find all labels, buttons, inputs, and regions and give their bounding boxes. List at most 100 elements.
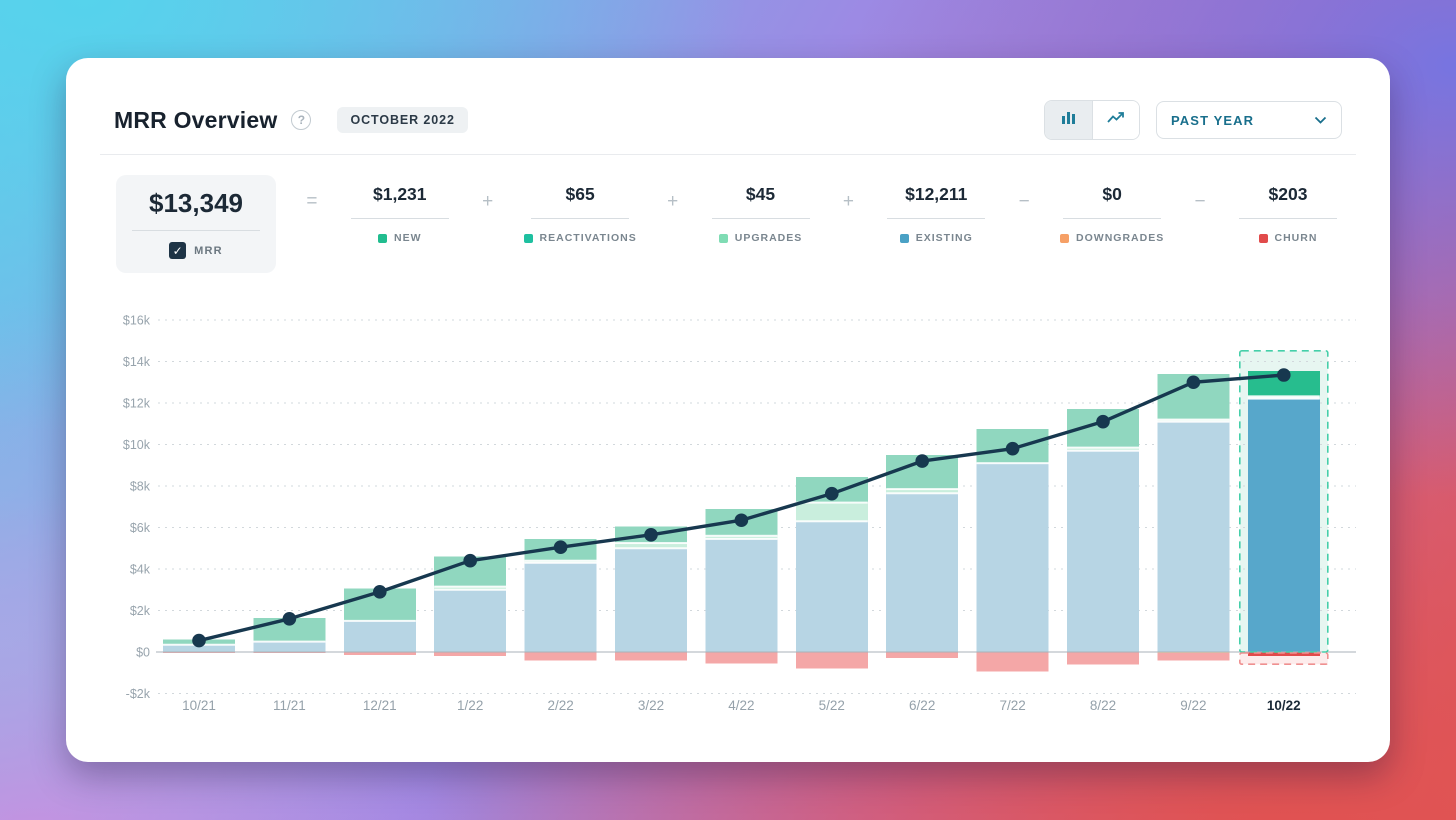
mrr-point-2/22[interactable] — [553, 540, 568, 555]
bar-segment-churn[interactable] — [976, 652, 1049, 672]
bar-segment-existing[interactable] — [434, 589, 507, 652]
metric-new-value: $1,231 — [373, 184, 427, 204]
bar-segment-existing[interactable] — [163, 644, 235, 652]
metric-upgrades-label: UPGRADES — [734, 232, 803, 244]
bar-view-button[interactable] — [1045, 101, 1092, 139]
mrr-point-8/22[interactable] — [1096, 414, 1110, 429]
mrr-point-7/22[interactable] — [1005, 441, 1020, 456]
bar-segment-existing[interactable] — [343, 620, 416, 652]
x-tick-label: 5/22 — [819, 698, 845, 713]
underline — [711, 218, 810, 219]
mrr-point-10/22[interactable] — [1277, 368, 1291, 382]
segment-separator — [1247, 395, 1320, 398]
x-tick-label: 9/22 — [1180, 698, 1206, 713]
segment-separator — [615, 542, 687, 545]
x-tick-label: 8/22 — [1090, 698, 1116, 713]
segment-separator — [705, 537, 778, 540]
mrr-point-6/22[interactable] — [915, 454, 929, 468]
metric-churn[interactable]: $203 CHURN — [1236, 184, 1340, 244]
bar-segment-churn[interactable] — [434, 652, 507, 657]
metric-existing-value: $12,211 — [905, 184, 968, 204]
x-tick-label: 3/22 — [638, 698, 664, 713]
bar-segment-churn[interactable] — [1067, 652, 1139, 665]
bar-segment-upgrades[interactable] — [1157, 419, 1230, 422]
current-month-churn-highlight — [1239, 653, 1328, 665]
metric-reactivations[interactable]: $65 REACTIVATIONS — [523, 184, 637, 244]
segment-separator — [524, 559, 597, 562]
bar-segment-existing[interactable] — [976, 463, 1049, 652]
y-tick-label: $2k — [130, 604, 151, 618]
help-icon[interactable]: ? — [291, 110, 312, 130]
page-title: MRR Overview — [114, 106, 278, 133]
metric-downgrades-value: $0 — [1102, 184, 1122, 204]
bar-segment-churn[interactable] — [343, 652, 416, 656]
plus-sign: + — [482, 191, 494, 212]
y-tick-label: $12k — [123, 397, 151, 411]
underline — [1238, 218, 1337, 219]
header: MRR Overview ? OCTOBER 2022 — [66, 58, 1390, 140]
line-chart-icon — [1106, 111, 1126, 130]
bar-segment-upgrades[interactable] — [795, 502, 868, 522]
chart-view-toggle — [1044, 100, 1140, 140]
bar-segment-upgrades[interactable] — [886, 489, 959, 494]
mrr-point-9/22[interactable] — [1186, 375, 1201, 390]
bar-segment-churn[interactable] — [705, 652, 778, 664]
date-range-select[interactable]: PAST YEAR — [1156, 101, 1342, 139]
bar-segment-existing[interactable] — [886, 493, 959, 652]
segment-separator — [1157, 420, 1230, 423]
bar-segment-churn[interactable] — [1247, 652, 1320, 657]
mrr-chart[interactable]: $16k $14k $12k $10k $8k $6k $4k $2k $0 -$2k 10/21 1… — [100, 306, 1356, 726]
x-tick-label: 1/22 — [457, 698, 483, 713]
bar-segment-churn[interactable] — [886, 652, 959, 659]
bar-segment-upgrades[interactable] — [705, 535, 778, 539]
y-tick-label: $10k — [123, 438, 151, 452]
bar-chart-icon — [1060, 110, 1078, 131]
metric-existing[interactable]: $12,211 EXISTING — [884, 184, 988, 244]
bar-segment-existing[interactable] — [705, 538, 778, 652]
bar-segment-churn[interactable] — [795, 652, 868, 669]
underline — [887, 218, 986, 219]
mrr-point-1/22[interactable] — [463, 553, 478, 568]
mrr-point-5/22[interactable] — [825, 486, 839, 501]
y-tick-label: $0 — [136, 646, 150, 660]
bar-segment-upgrades[interactable] — [1067, 447, 1139, 451]
line-view-button[interactable] — [1092, 101, 1139, 139]
metric-new[interactable]: $1,231 NEW — [348, 184, 452, 244]
bar-segment-upgrades[interactable] — [434, 586, 507, 590]
metric-new-label: NEW — [394, 232, 422, 244]
segment-separator — [434, 588, 507, 591]
bar-segment-existing[interactable] — [615, 548, 687, 652]
new-legend-swatch — [378, 233, 388, 243]
metric-upgrades[interactable]: $45 UPGRADES — [709, 184, 813, 244]
header-divider — [100, 154, 1356, 155]
metric-churn-label: CHURN — [1274, 232, 1318, 244]
mrr-point-10/21[interactable] — [192, 633, 206, 648]
bar-segment-existing[interactable] — [1247, 398, 1320, 652]
mrr-equation: $13,349 ✓ MRR = $1,231 NEW + $65 REACTIV… — [116, 175, 1340, 273]
bar-segment-churn[interactable] — [524, 652, 597, 661]
mrr-checkbox[interactable]: ✓ — [169, 242, 187, 259]
reactivations-legend-swatch — [523, 233, 533, 243]
x-tick-label: 4/22 — [728, 698, 754, 713]
mrr-point-3/22[interactable] — [644, 527, 658, 542]
bar-segment-existing[interactable] — [253, 641, 326, 652]
metric-downgrades[interactable]: $0 DOWNGRADES — [1060, 184, 1164, 244]
bar-segment-existing[interactable] — [1157, 421, 1230, 652]
chart-area: $16k $14k $12k $10k $8k $6k $4k $2k $0 -$2k 10/21 1… — [100, 306, 1356, 731]
metric-downgrades-label: DOWNGRADES — [1076, 232, 1165, 244]
bar-segment-existing[interactable] — [795, 521, 868, 652]
header-controls: PAST YEAR — [1044, 100, 1342, 140]
mrr-point-12/21[interactable] — [373, 585, 387, 599]
bar-segment-existing[interactable] — [1067, 450, 1139, 652]
mrr-point-4/22[interactable] — [734, 513, 749, 528]
mrr-point-11/21[interactable] — [282, 612, 297, 626]
mrr-total-value: $13,349 — [149, 188, 243, 218]
y-tick-label: $4k — [130, 563, 151, 577]
bar-segment-existing[interactable] — [524, 562, 597, 652]
underline — [1063, 218, 1162, 219]
bar-segment-churn[interactable] — [1157, 653, 1230, 661]
bar-segment-churn[interactable] — [615, 652, 687, 661]
bar-segment-upgrades[interactable] — [524, 560, 597, 563]
bar-segment-upgrades[interactable] — [615, 543, 687, 549]
period-badge: OCTOBER 2022 — [337, 107, 468, 133]
